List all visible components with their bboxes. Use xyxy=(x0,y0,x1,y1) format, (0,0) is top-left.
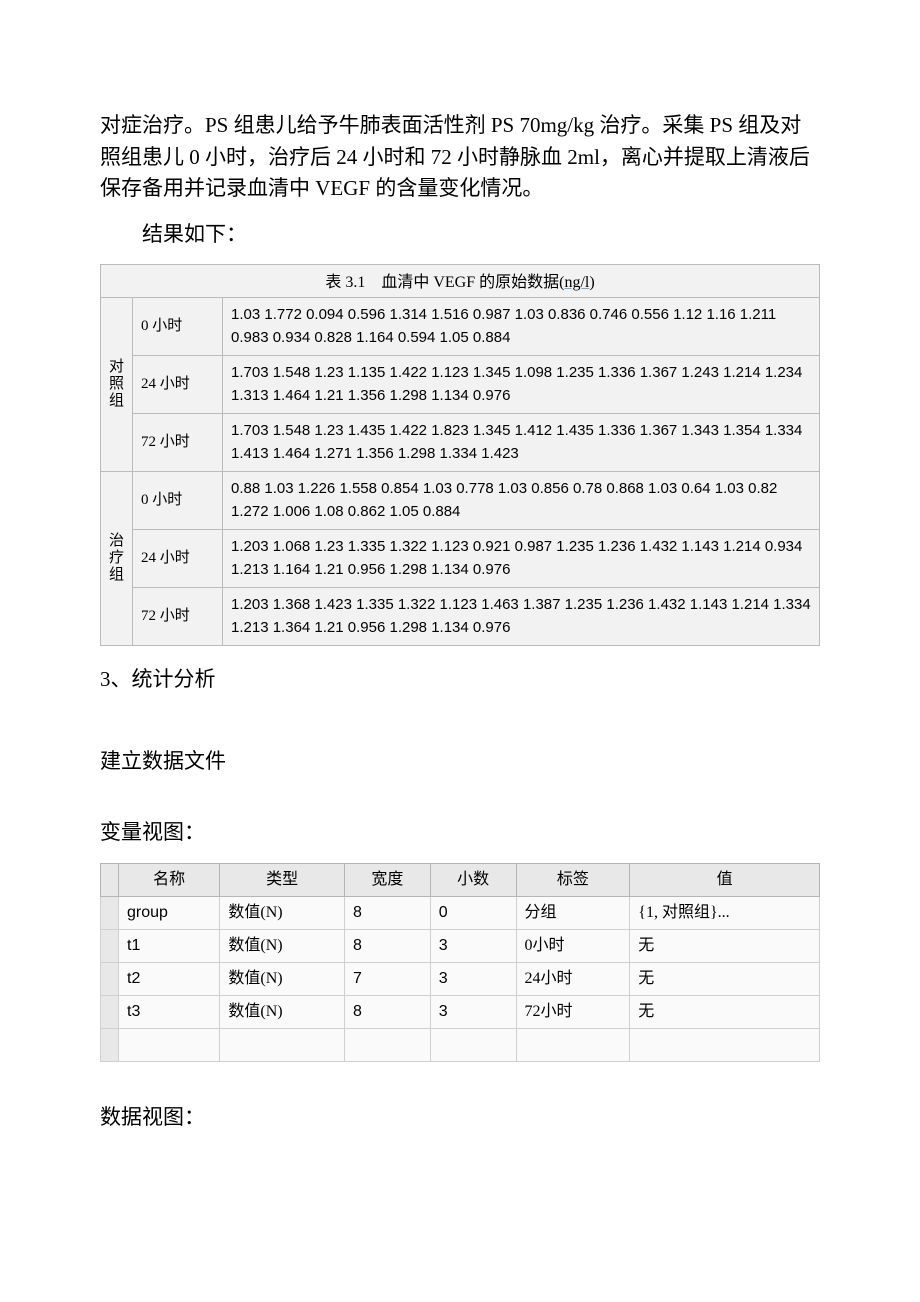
results-label: 结果如下： xyxy=(100,219,820,251)
table-row: t2 数值(N) 7 3 24小时 无 xyxy=(101,962,820,995)
time-cell: 24 小时 xyxy=(133,356,223,414)
time-cell: 24 小时 xyxy=(133,530,223,588)
cell: 7 xyxy=(344,962,430,995)
cell: group xyxy=(119,896,220,929)
cell: 0 xyxy=(430,896,516,929)
time-cell: 72 小时 xyxy=(133,414,223,472)
corner-cell xyxy=(101,863,119,896)
caption-suffix: ) xyxy=(589,274,594,291)
cell: 数值(N) xyxy=(220,929,345,962)
cell: 3 xyxy=(430,929,516,962)
cell: t1 xyxy=(119,929,220,962)
col-header: 值 xyxy=(630,863,820,896)
cell: 分组 xyxy=(516,896,630,929)
data-cell: 1.703 1.548 1.23 1.435 1.422 1.823 1.345… xyxy=(223,414,820,472)
data-view-label: 数据视图： xyxy=(100,1102,820,1134)
group-label-control: 对照组 xyxy=(101,298,133,472)
cell: 72小时 xyxy=(516,995,630,1028)
variable-view-label: 变量视图： xyxy=(100,817,820,849)
group-label-treatment: 治疗组 xyxy=(101,472,133,646)
cell: 8 xyxy=(344,929,430,962)
cell: 数值(N) xyxy=(220,995,345,1028)
table-row: group 数值(N) 8 0 分组 {1, 对照组}... xyxy=(101,896,820,929)
col-header: 类型 xyxy=(220,863,345,896)
cell: 数值(N) xyxy=(220,962,345,995)
table-row: t1 数值(N) 8 3 0小时 无 xyxy=(101,929,820,962)
paragraph-intro: 对症治疗。PS 组患儿给予牛肺表面活性剂 PS 70mg/kg 治疗。采集 PS… xyxy=(100,110,820,205)
time-cell: 0 小时 xyxy=(133,472,223,530)
col-header: 宽度 xyxy=(344,863,430,896)
caption-unit: ng/l xyxy=(564,274,589,291)
data-cell: 1.03 1.772 0.094 0.596 1.314 1.516 0.987… xyxy=(223,298,820,356)
cell: 24小时 xyxy=(516,962,630,995)
cell: 无 xyxy=(630,962,820,995)
col-header: 名称 xyxy=(119,863,220,896)
cell: 无 xyxy=(630,995,820,1028)
build-data-file: 建立数据文件 xyxy=(100,746,820,778)
data-cell: 0.88 1.03 1.226 1.558 0.854 1.03 0.778 1… xyxy=(223,472,820,530)
col-header: 小数 xyxy=(430,863,516,896)
cell: 3 xyxy=(430,995,516,1028)
cell: 数值(N) xyxy=(220,896,345,929)
cell: 8 xyxy=(344,896,430,929)
table-row: t3 数值(N) 8 3 72小时 无 xyxy=(101,995,820,1028)
time-cell: 72 小时 xyxy=(133,588,223,646)
cell: 0小时 xyxy=(516,929,630,962)
table-vegf-data: 表 3.1 血清中 VEGF 的原始数据(ng/l) 对照组 0 小时 1.03… xyxy=(100,264,820,646)
cell: t3 xyxy=(119,995,220,1028)
cell: t2 xyxy=(119,962,220,995)
cell: {1, 对照组}... xyxy=(630,896,820,929)
table-row-empty xyxy=(101,1028,820,1061)
section-3-heading: 3、统计分析 xyxy=(100,664,820,696)
col-header: 标签 xyxy=(516,863,630,896)
time-cell: 0 小时 xyxy=(133,298,223,356)
cell: 无 xyxy=(630,929,820,962)
data-cell: 1.703 1.548 1.23 1.135 1.422 1.123 1.345… xyxy=(223,356,820,414)
cell: 3 xyxy=(430,962,516,995)
variable-view-table: 名称 类型 宽度 小数 标签 值 group 数值(N) 8 0 分组 {1, … xyxy=(100,863,820,1062)
data-cell: 1.203 1.368 1.423 1.335 1.322 1.123 1.46… xyxy=(223,588,820,646)
cell: 8 xyxy=(344,995,430,1028)
data-cell: 1.203 1.068 1.23 1.335 1.322 1.123 0.921… xyxy=(223,530,820,588)
table1-caption: 表 3.1 血清中 VEGF 的原始数据(ng/l) xyxy=(100,264,820,297)
caption-prefix: 表 3.1 血清中 VEGF 的原始数据( xyxy=(325,274,564,291)
